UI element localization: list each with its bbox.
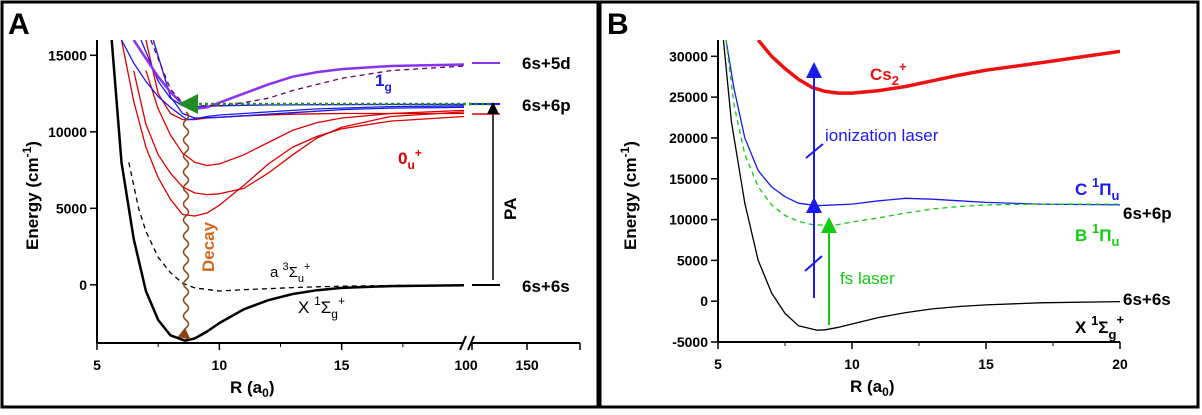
series-line <box>725 40 1120 207</box>
panel-b-x-ticks: 5 10 15 20 <box>714 342 1128 372</box>
asymptote-label: 6s+6p <box>1123 204 1172 223</box>
asymptote-label: 6s+6p <box>522 96 571 115</box>
pa-label: PA <box>501 198 520 220</box>
tick-label-y: 0 <box>79 277 87 293</box>
panel-b-y-ticks: -5000 0 5000 10000 15000 20000 25000 30000 <box>669 48 718 350</box>
ionization-laser-label: ionization laser <box>825 126 939 145</box>
series-line <box>722 40 1120 331</box>
tick-label-y: 0 <box>700 293 708 309</box>
panel-a: A 0 5000 10000 15000 5 10 15 100 150 R (a0) E… <box>8 8 581 400</box>
tick-label-y: -5000 <box>672 334 708 350</box>
panel-a-frame <box>0 0 600 409</box>
panel-b: B -5000 0 5000 10000 15000 20000 25000 30000 5 1… <box>607 8 1172 399</box>
tick-label-x: 15 <box>978 356 994 372</box>
tick-label-y: 15000 <box>669 171 708 187</box>
series-line <box>145 70 464 167</box>
tick-label-y: 5000 <box>56 200 87 216</box>
state-label-cs2plus: Cs2+ <box>870 59 907 88</box>
panel-a-y-ticks: 0 5000 10000 15000 <box>48 47 97 293</box>
series-line <box>140 40 464 108</box>
tick-label-x: 150 <box>515 357 539 373</box>
tick-label-x: 5 <box>714 356 722 372</box>
panel-a-label: A <box>8 8 30 41</box>
panel-b-ylabel: Energy (cm-1) <box>618 141 640 250</box>
asymptote-label: 6s+5d <box>522 54 571 73</box>
tick-label-x: 15 <box>334 357 350 373</box>
state-label-1g: 1g <box>375 71 392 94</box>
series-line <box>725 40 1120 226</box>
panel-b-label: B <box>607 8 629 41</box>
panel-a-xlabel: R (a0) <box>230 378 274 400</box>
tick-label-x: 10 <box>844 356 860 372</box>
tick-label-y: 25000 <box>669 89 708 105</box>
tick-label-y: 15000 <box>48 47 87 63</box>
panel-a-series <box>110 40 464 342</box>
series-line <box>120 40 464 121</box>
axis-break-mark <box>459 335 475 351</box>
tick-label-y: 10000 <box>48 124 87 140</box>
tick-label-x: 100 <box>454 357 478 373</box>
series-line <box>110 40 464 342</box>
tick-label-x: 5 <box>93 357 101 373</box>
series-line <box>150 40 464 107</box>
tick-label-y: 5000 <box>677 252 708 268</box>
decay-arrow <box>177 111 191 340</box>
tick-label-x: 10 <box>212 357 228 373</box>
series-line <box>756 40 1120 95</box>
state-label-b1pi: B 1Πu <box>1075 221 1120 249</box>
series-line <box>133 70 464 196</box>
series-line <box>132 40 464 111</box>
panel-b-xlabel: R (a0) <box>850 377 894 399</box>
asymptote-label: 6s+6s <box>522 277 570 296</box>
tick-label-y: 20000 <box>669 130 708 146</box>
state-label-x1sigma-b: X 1Σg+ <box>1075 312 1124 342</box>
decay-label: Decay <box>199 221 218 272</box>
tick-label-y: 30000 <box>669 48 708 64</box>
series-line <box>128 162 464 292</box>
state-label-a3sigma: a 3Σu+ <box>270 261 310 285</box>
state-label-c1pi: C 1Πu <box>1075 175 1120 203</box>
panel-b-frame <box>598 0 1200 409</box>
asymptote-label: 6s+6s <box>1123 290 1171 309</box>
fs-laser-label: fs laser <box>840 269 895 288</box>
state-label-0u: 0u+ <box>398 146 422 172</box>
panel-a-ylabel: Energy (cm-1) <box>20 141 42 250</box>
tick-label-y: 10000 <box>669 212 708 228</box>
panel-b-series <box>722 40 1120 331</box>
tick-label-x: 20 <box>1112 356 1128 372</box>
state-label-x1sigma: X 1Σg+ <box>298 294 345 321</box>
panel-a-x-ticks: 5 10 15 <box>93 343 404 373</box>
